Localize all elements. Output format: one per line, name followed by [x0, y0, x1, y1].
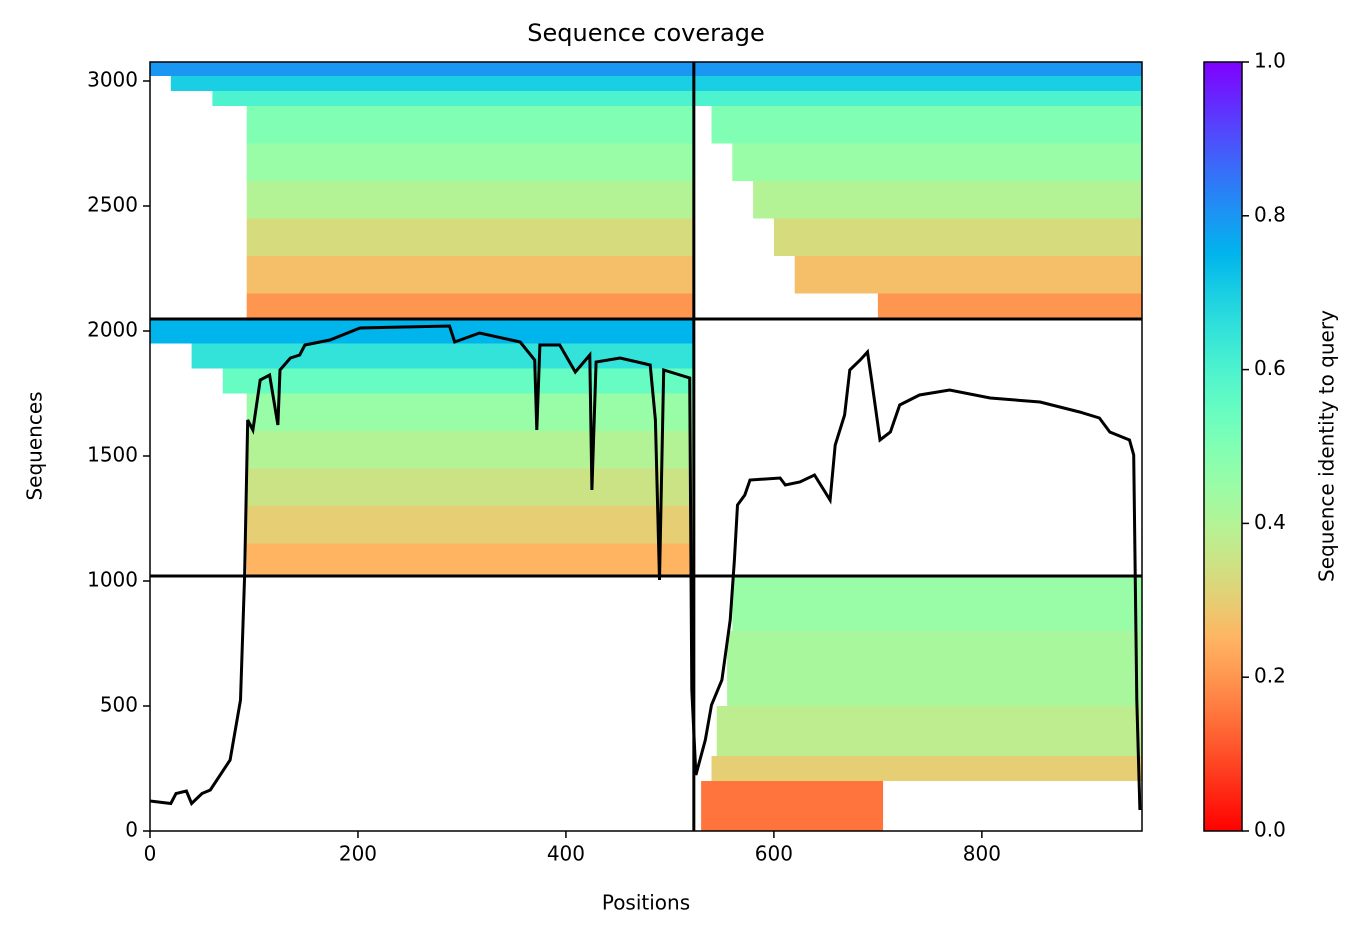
- coverage-block: [246, 431, 694, 469]
- coverage-block: [693, 76, 1142, 91]
- colorbar-tick-label: 0.6: [1254, 356, 1286, 380]
- coverage-block: [222, 368, 694, 394]
- coverage-block: [711, 106, 1142, 144]
- colorbar-label: Sequence identity to query: [1315, 310, 1339, 582]
- coverage-block: [732, 576, 1142, 631]
- x-tick-label: 0: [144, 842, 157, 866]
- coverage-block: [701, 781, 884, 831]
- coverage-block: [753, 181, 1142, 219]
- y-tick-label: 1500: [87, 443, 138, 467]
- colorbar-tick-label: 1.0: [1254, 49, 1286, 73]
- y-tick-label: 2000: [87, 318, 138, 342]
- x-tick-label: 200: [339, 842, 377, 866]
- coverage-block: [693, 91, 1142, 106]
- colorbar-tick-label: 0.2: [1254, 664, 1286, 688]
- coverage-block: [246, 468, 694, 506]
- colorbar-tick-label: 0.8: [1254, 202, 1286, 226]
- coverage-block: [727, 631, 1142, 706]
- colorbar-tick-label: 0.0: [1254, 818, 1286, 842]
- x-axis-label: Positions: [602, 891, 690, 915]
- coverage-block: [794, 256, 1142, 294]
- coverage-block: [693, 62, 1142, 76]
- coverage-block: [246, 106, 694, 144]
- x-tick-label: 400: [547, 842, 585, 866]
- chart-title: Sequence coverage: [527, 19, 764, 47]
- coverage-block: [877, 293, 1142, 319]
- y-tick-label: 0: [125, 818, 138, 842]
- colorbar: [1203, 61, 1243, 832]
- coverage-block: [246, 143, 694, 181]
- y-tick-label: 1000: [87, 568, 138, 592]
- y-tick-label: 3000: [87, 68, 138, 92]
- coverage-block: [212, 91, 694, 106]
- plot-area: [149, 62, 1142, 831]
- coverage-block: [246, 293, 694, 319]
- coverage-line: [149, 324, 1142, 811]
- coverage-block: [191, 343, 694, 369]
- coverage-block: [711, 756, 1142, 781]
- y-tick-label: 2500: [87, 193, 138, 217]
- coverage-block: [246, 506, 694, 544]
- coverage-block: [716, 706, 1142, 756]
- coverage-block: [246, 543, 694, 576]
- x-tick-label: 600: [755, 842, 793, 866]
- coverage-block: [150, 319, 694, 344]
- coverage-block: [732, 143, 1142, 181]
- coverage-block: [773, 218, 1142, 256]
- coverage-block: [246, 181, 694, 219]
- colorbar-tick-label: 0.4: [1254, 510, 1286, 534]
- coverage-block: [246, 218, 694, 256]
- coverage-block: [246, 256, 694, 294]
- y-tick-label: 500: [100, 693, 138, 717]
- coverage-block: [170, 76, 694, 91]
- coverage-block: [246, 393, 694, 431]
- y-axis-label: Sequences: [23, 391, 47, 500]
- x-tick-label: 800: [963, 842, 1001, 866]
- coverage-block: [150, 62, 694, 76]
- plot-frame: [149, 61, 1143, 832]
